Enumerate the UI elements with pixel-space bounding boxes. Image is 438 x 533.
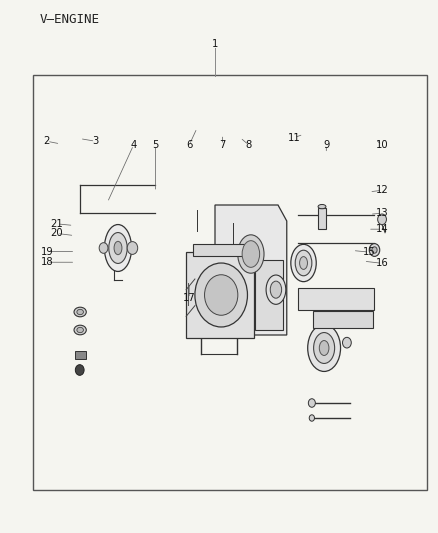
Ellipse shape xyxy=(104,224,131,271)
Ellipse shape xyxy=(319,341,329,356)
Text: 8: 8 xyxy=(246,140,252,150)
Text: 19: 19 xyxy=(40,247,53,256)
Circle shape xyxy=(127,241,138,254)
Ellipse shape xyxy=(238,235,264,273)
Circle shape xyxy=(369,244,380,256)
Ellipse shape xyxy=(242,241,260,268)
Bar xyxy=(75,351,86,359)
Text: 20: 20 xyxy=(51,229,63,238)
Text: 13: 13 xyxy=(376,208,388,218)
Text: 10: 10 xyxy=(376,140,388,150)
Text: 4: 4 xyxy=(131,140,137,150)
Text: 6: 6 xyxy=(186,140,192,150)
Circle shape xyxy=(75,365,84,375)
Polygon shape xyxy=(215,205,287,335)
Text: 2: 2 xyxy=(44,136,50,146)
Ellipse shape xyxy=(300,256,307,269)
Circle shape xyxy=(195,263,247,327)
Text: 3: 3 xyxy=(92,136,99,146)
Bar xyxy=(186,252,254,337)
Circle shape xyxy=(372,247,377,253)
Bar xyxy=(193,244,245,255)
Text: 5: 5 xyxy=(152,140,159,150)
Text: 9: 9 xyxy=(323,140,329,150)
Text: 21: 21 xyxy=(50,219,64,229)
Circle shape xyxy=(309,415,314,421)
Ellipse shape xyxy=(318,205,326,209)
Text: 16: 16 xyxy=(375,259,389,268)
Text: 11: 11 xyxy=(288,133,301,142)
Text: 17: 17 xyxy=(183,294,196,303)
Bar xyxy=(298,288,374,310)
Text: 12: 12 xyxy=(375,185,389,195)
Ellipse shape xyxy=(77,327,83,333)
Bar xyxy=(33,75,427,490)
Ellipse shape xyxy=(270,281,282,298)
Ellipse shape xyxy=(74,307,86,317)
Circle shape xyxy=(343,337,351,348)
Text: 18: 18 xyxy=(41,257,53,267)
Ellipse shape xyxy=(314,333,335,364)
Ellipse shape xyxy=(295,250,312,276)
Ellipse shape xyxy=(307,325,341,372)
Circle shape xyxy=(205,274,238,315)
Ellipse shape xyxy=(291,244,316,281)
Text: 1: 1 xyxy=(212,39,219,49)
Ellipse shape xyxy=(74,325,86,335)
Circle shape xyxy=(99,243,108,253)
Text: 15: 15 xyxy=(363,247,376,257)
Bar xyxy=(318,208,325,229)
Ellipse shape xyxy=(114,241,122,255)
Ellipse shape xyxy=(266,275,286,304)
Text: 14: 14 xyxy=(376,224,388,234)
Circle shape xyxy=(308,399,315,407)
Circle shape xyxy=(378,214,386,225)
Bar xyxy=(313,311,373,328)
Text: 7: 7 xyxy=(219,140,226,150)
Text: V–ENGINE: V–ENGINE xyxy=(39,13,99,26)
Ellipse shape xyxy=(77,309,83,314)
Ellipse shape xyxy=(109,232,127,263)
Bar xyxy=(255,260,283,329)
